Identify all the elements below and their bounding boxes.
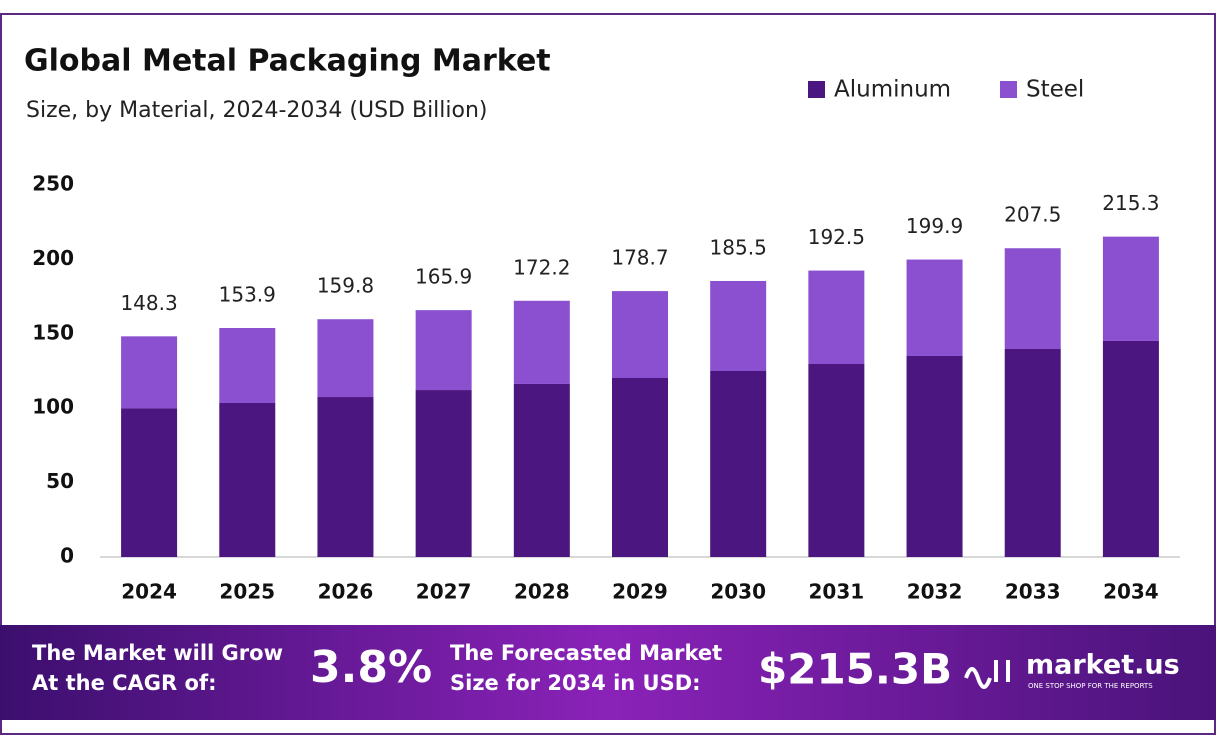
legend-label: Aluminum <box>834 77 951 103</box>
tagline: ONE STOP SHOP FOR THE REPORTS <box>1028 682 1153 690</box>
bar-segment <box>710 371 767 557</box>
bar-segment <box>808 270 865 365</box>
x-tick-label: 2028 <box>514 580 570 604</box>
bar-segment <box>1004 348 1061 557</box>
total-label: 148.3 <box>120 291 177 315</box>
bar-segment <box>415 310 472 391</box>
bar-segment <box>219 402 276 557</box>
x-tick-label: 2031 <box>809 580 865 604</box>
bar-segment <box>906 259 963 356</box>
legend-swatch <box>808 81 825 98</box>
bar-segment <box>317 319 374 398</box>
total-label: 178.7 <box>611 246 668 270</box>
bar-segment <box>710 280 767 371</box>
total-label: 185.5 <box>710 235 767 259</box>
bar-segment <box>513 383 570 557</box>
total-label: 215.3 <box>1102 191 1159 215</box>
forecast-text: Size for 2034 in USD: <box>450 671 701 695</box>
x-tick-label: 2030 <box>710 580 766 604</box>
footer-band <box>0 625 1216 720</box>
total-label: 199.9 <box>906 214 963 238</box>
legend-swatch <box>1000 81 1017 98</box>
bar-segment <box>1102 340 1159 557</box>
y-tick-label: 50 <box>46 469 74 493</box>
bar-segment <box>121 336 178 409</box>
bar-segment <box>1102 236 1159 341</box>
total-label: 165.9 <box>415 265 472 289</box>
bar-segment <box>317 397 374 557</box>
total-label: 153.9 <box>219 282 276 306</box>
bar-segment <box>121 408 178 557</box>
bar-segment <box>1004 248 1061 349</box>
legend-label: Steel <box>1026 77 1084 103</box>
y-tick-label: 250 <box>32 172 74 196</box>
chart-subtitle: Size, by Material, 2024-2034 (USD Billio… <box>26 98 488 123</box>
total-label: 207.5 <box>1004 203 1061 227</box>
total-label: 172.2 <box>513 255 570 279</box>
y-tick-label: 0 <box>60 544 74 568</box>
y-tick-label: 200 <box>32 246 74 270</box>
forecast-value: $215.3B <box>758 645 952 694</box>
bar-segment <box>808 364 865 557</box>
bar-segment <box>415 390 472 557</box>
brand: market.us <box>1026 650 1180 681</box>
y-tick-label: 150 <box>32 320 74 344</box>
cagr-value: 3.8% <box>310 642 432 693</box>
frame <box>0 13 1216 735</box>
x-tick-label: 2026 <box>318 580 374 604</box>
chart-title: Global Metal Packaging Market <box>24 44 551 79</box>
x-tick-label: 2033 <box>1005 580 1061 604</box>
bar-segment <box>513 300 570 384</box>
brand-logo <box>964 660 1010 689</box>
cagr-text: At the CAGR of: <box>32 671 217 695</box>
x-tick-label: 2025 <box>219 580 275 604</box>
y-tick-label: 100 <box>32 395 74 419</box>
forecast-text: The Forecasted Market <box>450 641 722 665</box>
total-label: 192.5 <box>808 225 865 249</box>
total-label: 159.8 <box>317 274 374 298</box>
x-tick-label: 2024 <box>121 580 177 604</box>
footer: The Market will Grow At the CAGR of: 3.8… <box>0 625 1216 720</box>
x-tick-label: 2029 <box>612 580 668 604</box>
bar-segment <box>219 327 276 403</box>
x-tick-label: 2032 <box>907 580 963 604</box>
cagr-text: The Market will Grow <box>32 641 283 665</box>
bar-segment <box>612 377 668 557</box>
x-tick-label: 2027 <box>416 580 472 604</box>
bar-segment <box>612 291 668 378</box>
x-tick-label: 2034 <box>1103 580 1159 604</box>
bar-segment <box>906 355 963 557</box>
